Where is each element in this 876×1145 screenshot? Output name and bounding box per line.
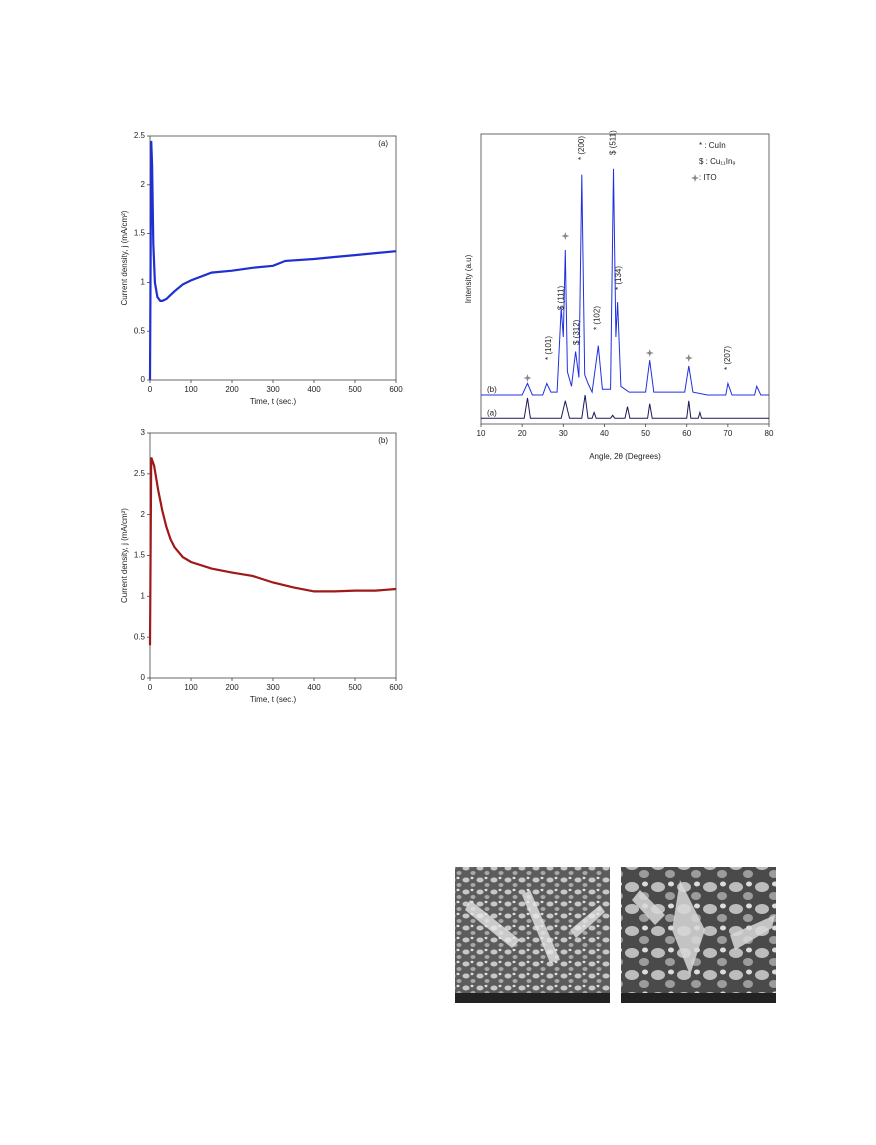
x-tick-label: 20 xyxy=(518,429,527,438)
x-tick-label: 100 xyxy=(184,683,198,692)
peak-label: * (134) xyxy=(614,266,623,290)
series-label: (b) xyxy=(487,385,497,394)
ito-marker xyxy=(523,374,532,382)
x-tick-label: 300 xyxy=(266,385,280,394)
legend-text: * : CuIn xyxy=(699,141,726,150)
peak-label: * (101) xyxy=(544,336,553,360)
y-tick-label: 1.5 xyxy=(134,551,146,560)
x-tick-label: 600 xyxy=(389,385,403,394)
plot-frame xyxy=(149,432,397,679)
y-tick-label: 2.5 xyxy=(134,469,146,478)
x-tick-label: 200 xyxy=(225,385,239,394)
x-tick-label: 80 xyxy=(765,429,774,438)
y-tick-label: 0.5 xyxy=(134,326,146,335)
panel-label: (a) xyxy=(378,139,388,148)
x-tick-label: 200 xyxy=(225,683,239,692)
y-axis-label: Current density, j (mA/cm²) xyxy=(120,210,129,305)
y-axis-label: Intensity (a.u) xyxy=(464,254,473,303)
y-tick-label: 2.5 xyxy=(134,131,146,140)
x-tick-label: 400 xyxy=(307,683,321,692)
sem-image-left xyxy=(455,867,610,1003)
x-tick-label: 0 xyxy=(148,683,153,692)
peak-label: * (207) xyxy=(723,346,732,370)
x-axis-label: Time, t (sec.) xyxy=(250,397,297,406)
x-tick-label: 500 xyxy=(348,385,362,394)
xrd-pattern xyxy=(481,168,769,396)
plot-frame xyxy=(149,135,397,381)
panel-label: (b) xyxy=(378,436,388,445)
ito-marker xyxy=(691,174,699,182)
x-tick-label: 60 xyxy=(682,429,691,438)
sem-image-right xyxy=(621,867,776,1003)
y-tick-label: 0.5 xyxy=(134,632,146,641)
x-tick-label: 10 xyxy=(477,429,486,438)
y-tick-label: 3 xyxy=(141,428,146,437)
legend-text: : ITO xyxy=(699,173,717,182)
x-tick-label: 0 xyxy=(148,385,153,394)
y-tick-label: 2 xyxy=(141,510,146,519)
ito-marker xyxy=(645,349,654,357)
y-axis-label: Current density, j (mA/cm²) xyxy=(120,508,129,603)
y-tick-label: 1.5 xyxy=(134,229,146,238)
x-tick-label: 500 xyxy=(348,683,362,692)
x-tick-label: 100 xyxy=(184,385,198,394)
y-tick-label: 0 xyxy=(141,673,146,682)
x-tick-label: 600 xyxy=(389,683,403,692)
x-tick-label: 300 xyxy=(266,683,280,692)
x-axis-label: Time, t (sec.) xyxy=(250,695,297,704)
x-tick-label: 50 xyxy=(641,429,650,438)
plot-frame xyxy=(480,133,770,425)
y-tick-label: 0 xyxy=(141,375,146,384)
current-curve xyxy=(148,140,397,381)
x-tick-label: 40 xyxy=(600,429,609,438)
x-axis-label: Angle, 2θ (Degrees) xyxy=(589,452,661,461)
current-curve xyxy=(148,457,397,646)
x-tick-label: 400 xyxy=(307,385,321,394)
peak-label: $ (312) xyxy=(572,319,581,345)
y-tick-label: 1 xyxy=(141,278,146,287)
ito-marker xyxy=(561,232,570,240)
legend-text: $ : Cu₁₁In₉ xyxy=(699,157,736,166)
ito-marker xyxy=(684,354,693,362)
y-tick-label: 1 xyxy=(141,591,146,600)
peak-label: * (200) xyxy=(577,136,586,160)
x-tick-label: 30 xyxy=(559,429,568,438)
peak-label: $ (511) xyxy=(609,130,618,155)
series-label: (a) xyxy=(487,408,497,417)
xrd-pattern xyxy=(481,394,769,419)
y-tick-label: 2 xyxy=(141,180,146,189)
peak-label: * (102) xyxy=(593,306,602,330)
peak-label: $ (111) xyxy=(556,286,565,310)
x-tick-label: 70 xyxy=(723,429,732,438)
